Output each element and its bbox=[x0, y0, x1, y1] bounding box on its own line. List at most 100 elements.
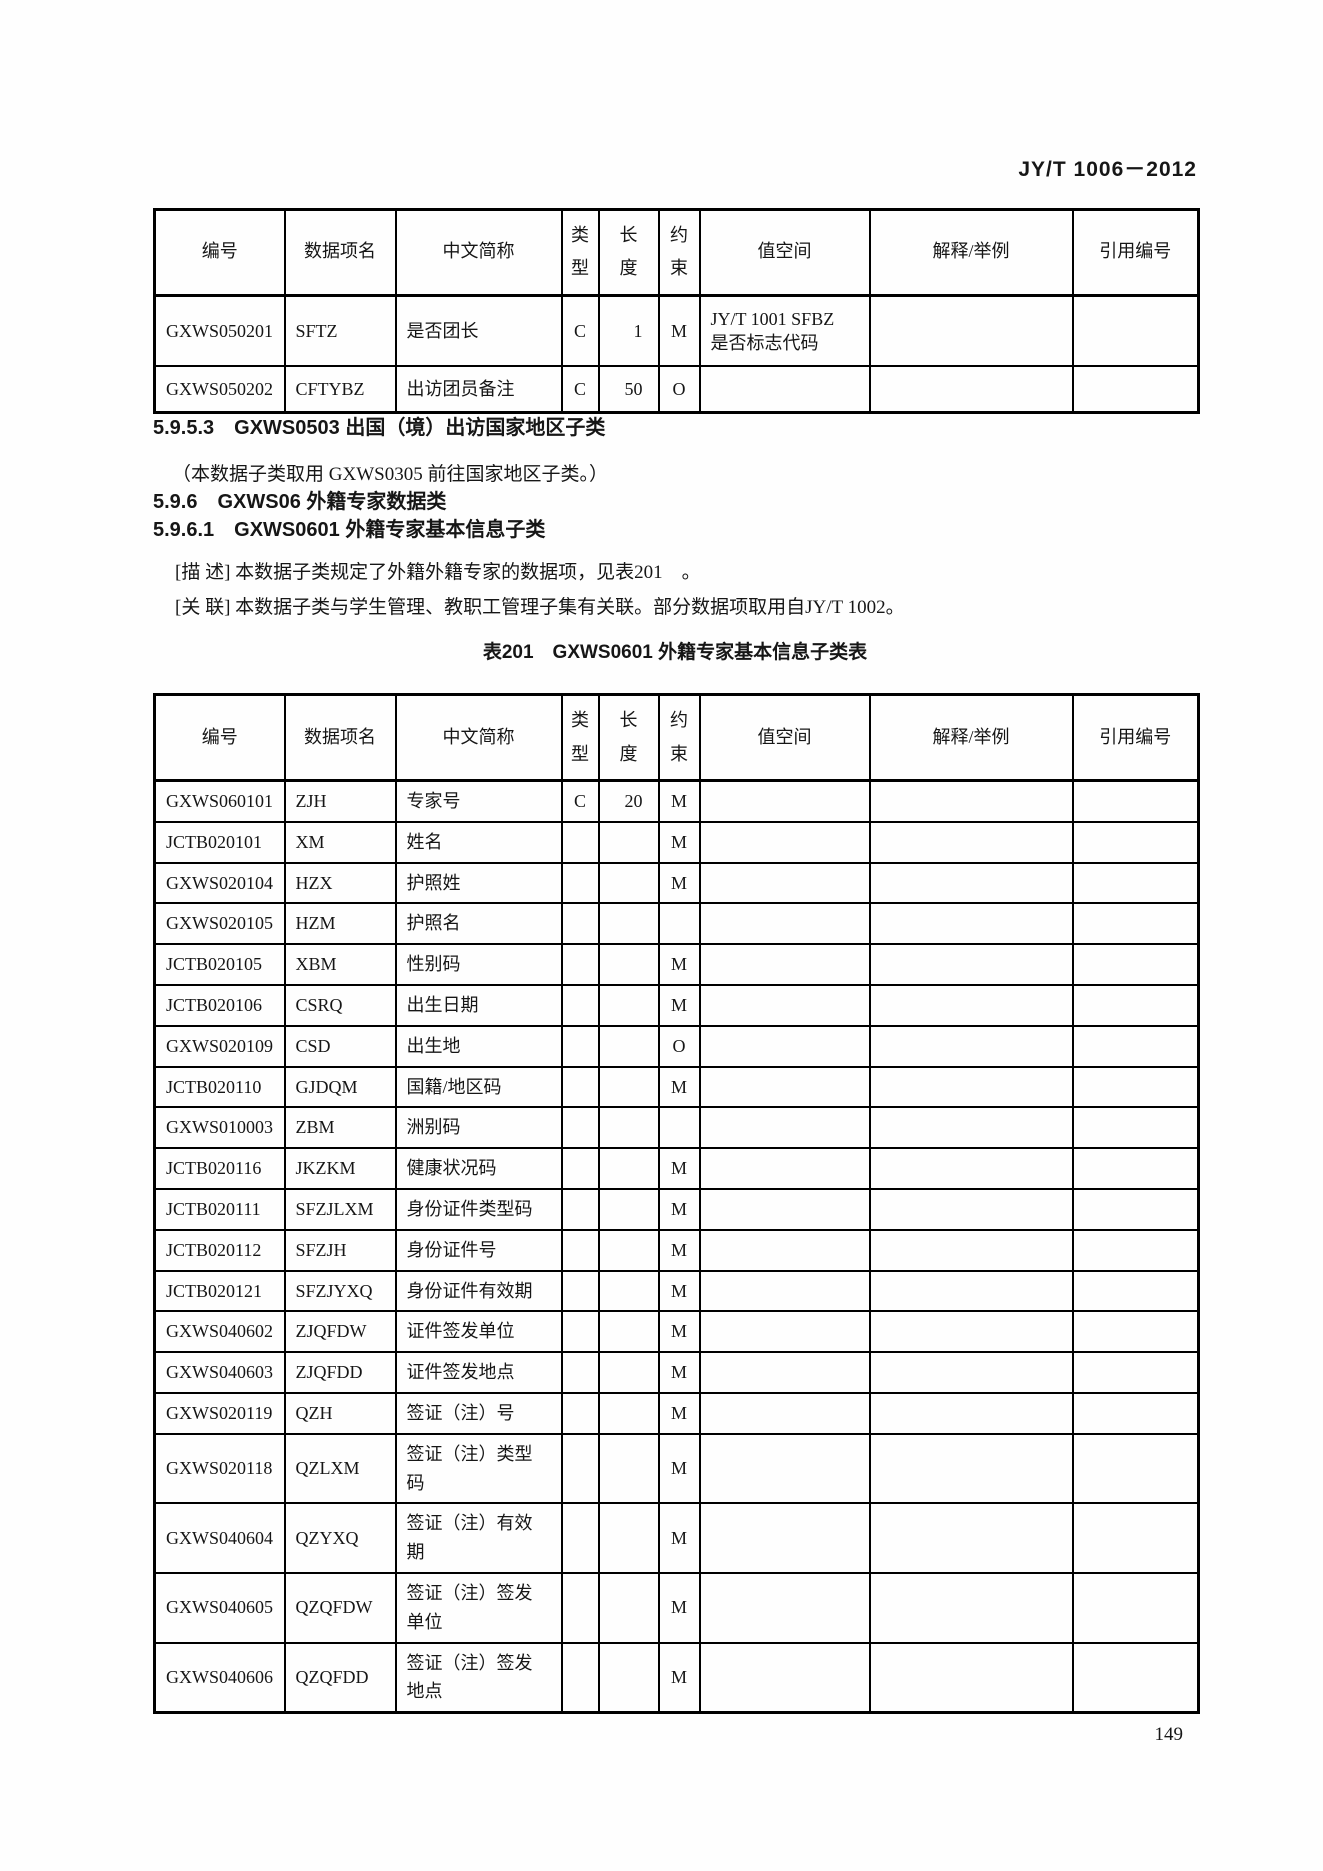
col-header-dataname-label: 数据项名 bbox=[304, 241, 376, 262]
table-row: JCTB020112 SFZJH 身份证件号 M bbox=[153, 1228, 1200, 1272]
table-cell bbox=[560, 1310, 600, 1354]
table-gxws0502: 编号 数据项名 中文简称 类型 长度 约束 值空间 解释/举例 引用编号 GXW… bbox=[153, 208, 1200, 415]
section-heading-5-9-5-3: 5.9.5.3 GXWS0503 出国（境）出访国家地区子类 bbox=[153, 417, 606, 440]
col-header-id-label: 编号 bbox=[201, 726, 238, 747]
table-cell: XBM bbox=[283, 943, 397, 987]
table-cell bbox=[1071, 294, 1200, 368]
table-cell bbox=[698, 1188, 871, 1231]
table-cell: ZJH bbox=[283, 779, 397, 823]
table-row: GXWS020109 CSD 出生地 O bbox=[153, 1024, 1200, 1068]
table-cell: JCTB020111 bbox=[153, 1188, 286, 1231]
header-row: 编号 数据项名 中文简称 类型 长度 约束 值空间 解释/举例 引用编号 bbox=[153, 208, 1200, 297]
table-cell: 签证（注）号 bbox=[394, 1392, 563, 1435]
table-cell bbox=[868, 1106, 1074, 1150]
table-cell bbox=[698, 1392, 871, 1435]
table-cell: 洲别码 bbox=[394, 1106, 563, 1150]
table-cell bbox=[560, 1024, 600, 1068]
table-cell: GXWS020118 bbox=[153, 1432, 286, 1505]
table-cell: 签证（注）类型 码 bbox=[394, 1432, 563, 1505]
table-row: GXWS050201 SFTZ 是否团长 C 1 M JY/T 1001 SFBZ 是否标志… bbox=[153, 294, 1200, 368]
col-header-dataname: 数据项名 bbox=[283, 208, 397, 297]
col-header-refid-label: 引用编号 bbox=[1099, 726, 1172, 747]
table-cell bbox=[1071, 1641, 1200, 1714]
table-cell bbox=[868, 1147, 1074, 1191]
table-cell: QZH bbox=[283, 1392, 397, 1435]
table-cell bbox=[597, 1351, 660, 1395]
col-header-cnname-label: 中文简称 bbox=[442, 241, 515, 262]
col-header-constraint-label: 约束 bbox=[669, 710, 688, 764]
table-cell bbox=[1071, 1432, 1200, 1505]
table-row: JCTB020106 CSRQ 出生日期 M bbox=[153, 984, 1200, 1027]
table-cell bbox=[1071, 779, 1200, 823]
table-cell: M bbox=[657, 1147, 701, 1191]
table-cell: GXWS020105 bbox=[153, 902, 286, 946]
table-row: JCTB020110 GJDQM 国籍/地区码 M bbox=[153, 1065, 1200, 1109]
table-cell bbox=[698, 1502, 871, 1575]
table-cell bbox=[560, 943, 600, 987]
table-cell: GXWS010003 bbox=[153, 1106, 286, 1150]
col-header-id: 编号 bbox=[153, 693, 286, 783]
table-cell bbox=[657, 1106, 701, 1150]
table-cell: 签证（注）有效 期 bbox=[394, 1502, 563, 1575]
table-cell bbox=[597, 1228, 660, 1272]
col-header-type: 类型 bbox=[560, 693, 600, 783]
table-cell: M bbox=[657, 1269, 701, 1313]
table-cell bbox=[597, 1269, 660, 1313]
table-cell: CFTYBZ bbox=[283, 365, 397, 414]
table-cell bbox=[868, 1502, 1074, 1575]
table-cell bbox=[1071, 365, 1200, 414]
table-cell: 专家号 bbox=[394, 779, 563, 823]
table-cell bbox=[560, 1351, 600, 1395]
table-cell: QZQFDW bbox=[283, 1572, 397, 1644]
table-cell: GXWS050202 bbox=[153, 365, 286, 414]
table-row: JCTB020101 XM 姓名 M bbox=[153, 820, 1200, 864]
table-cell bbox=[560, 1392, 600, 1435]
table-cell: 证件签发地点 bbox=[394, 1351, 563, 1395]
table-cell bbox=[868, 861, 1074, 905]
table-cell: M bbox=[657, 1065, 701, 1109]
table-cell bbox=[1071, 1351, 1200, 1395]
table-cell bbox=[1071, 1502, 1200, 1575]
table-cell: SFZJH bbox=[283, 1228, 397, 1272]
table-cell bbox=[597, 1641, 660, 1714]
table-cell bbox=[868, 943, 1074, 987]
col-header-valuespace: 值空间 bbox=[698, 208, 871, 297]
col-header-length: 长度 bbox=[597, 208, 660, 297]
table-cell: M bbox=[657, 1432, 701, 1505]
table-201-caption: 表201 GXWS0601 外籍专家基本信息子类表 bbox=[482, 642, 868, 664]
table-row: JCTB020121 SFZJYXQ 身份证件有效期 M bbox=[153, 1269, 1200, 1313]
table-cell bbox=[597, 820, 660, 864]
table-cell: SFZJLXM bbox=[283, 1188, 397, 1231]
table-cell bbox=[868, 1024, 1074, 1068]
table-cell bbox=[868, 1572, 1074, 1644]
col-header-type: 类型 bbox=[560, 208, 600, 297]
col-header-constraint-label: 约束 bbox=[669, 225, 688, 279]
table-cell bbox=[698, 820, 871, 864]
table-cell: JCTB020101 bbox=[153, 820, 286, 864]
table-cell: 出访团员备注 bbox=[394, 365, 563, 414]
table-cell bbox=[868, 1188, 1074, 1231]
table-cell bbox=[868, 1269, 1074, 1313]
table-cell: M bbox=[657, 820, 701, 864]
table-cell: JCTB020121 bbox=[153, 1269, 286, 1313]
table-cell bbox=[698, 779, 871, 823]
table-cell: C bbox=[560, 365, 600, 414]
table-cell: GXWS040604 bbox=[153, 1502, 286, 1575]
table-row: JCTB020116 JKZKM 健康状况码 M bbox=[153, 1147, 1200, 1191]
col-header-dataname: 数据项名 bbox=[283, 693, 397, 783]
table-cell bbox=[657, 902, 701, 946]
table-cell bbox=[560, 1641, 600, 1714]
table-gxws0601: 编号 数据项名 中文简称 类型 长度 约束 值空间 解释/举例 引用编号 GXW… bbox=[153, 693, 1200, 1715]
table-cell: JKZKM bbox=[283, 1147, 397, 1191]
table-cell: 出生地 bbox=[394, 1024, 563, 1068]
table-cell bbox=[1071, 1147, 1200, 1191]
table-cell bbox=[1071, 1228, 1200, 1272]
table-cell bbox=[1071, 1188, 1200, 1231]
table-cell bbox=[698, 1432, 871, 1505]
table-row: GXWS060101 ZJH 专家号 C 20 M bbox=[153, 779, 1200, 823]
table-cell: 是否团长 bbox=[394, 294, 563, 368]
col-header-dataname-label: 数据项名 bbox=[304, 726, 376, 747]
table-cell bbox=[868, 365, 1074, 414]
table-cell: C bbox=[560, 779, 600, 823]
table-cell bbox=[698, 1106, 871, 1150]
